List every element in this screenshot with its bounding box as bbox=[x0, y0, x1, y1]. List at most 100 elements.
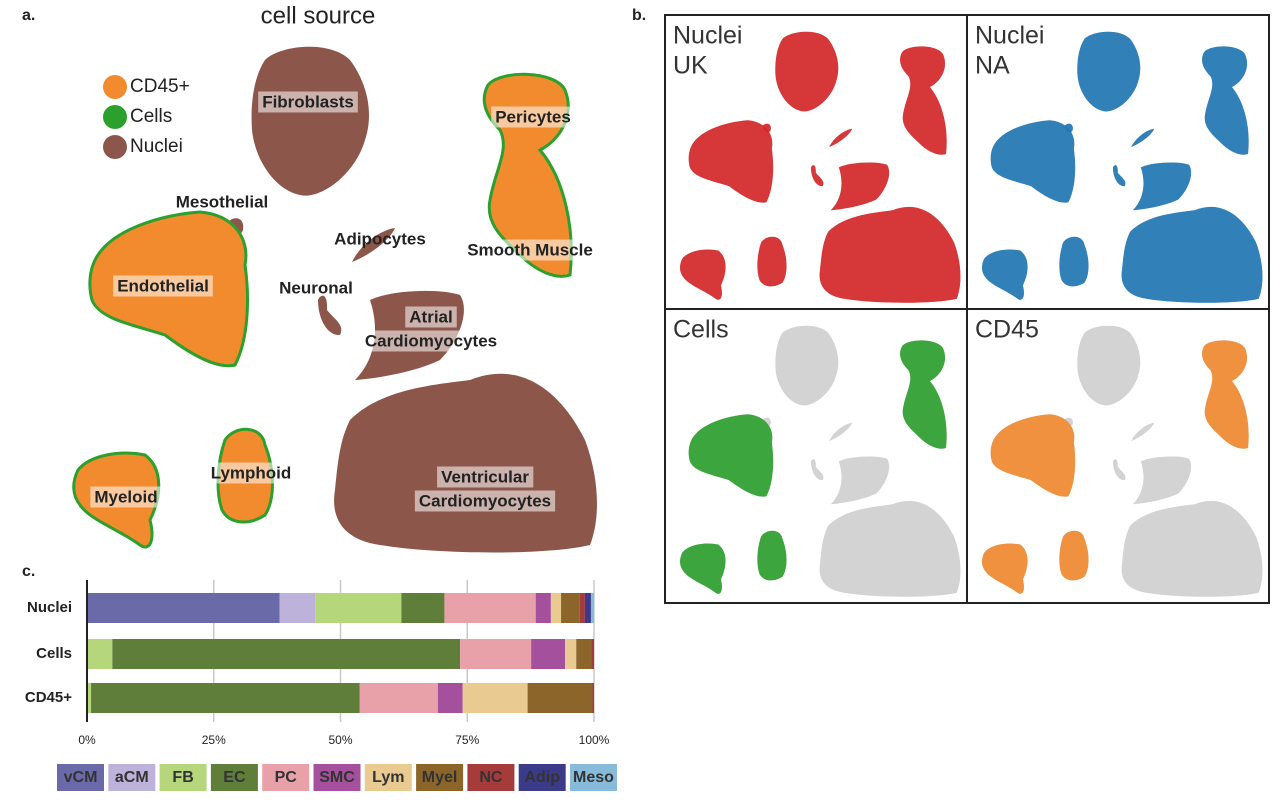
x-tick-label: 0% bbox=[78, 733, 96, 747]
umap-overlay bbox=[680, 32, 960, 303]
bar-segment bbox=[437, 683, 463, 713]
label-box bbox=[463, 239, 597, 261]
bar-segment bbox=[279, 593, 316, 623]
umap-small bbox=[982, 326, 1262, 597]
x-tick-label: 100% bbox=[579, 733, 610, 747]
cluster-label: Fibroblasts bbox=[262, 92, 354, 111]
bar-segment bbox=[460, 639, 532, 669]
legend-swatch bbox=[570, 764, 617, 791]
cluster-label: Lymphoid bbox=[211, 463, 292, 482]
legend-swatch bbox=[416, 764, 464, 791]
quadrant-label: Nuclei bbox=[975, 22, 1044, 50]
legend-swatch bbox=[364, 764, 412, 791]
bar-segment bbox=[591, 639, 594, 669]
bar-segment bbox=[592, 683, 594, 713]
panel-letter: c. bbox=[22, 563, 35, 580]
legend-label: EC bbox=[223, 769, 246, 786]
panel-title: cell source bbox=[261, 2, 376, 29]
cluster-label: Ventricular bbox=[441, 467, 529, 486]
x-tick-label: 25% bbox=[202, 733, 226, 747]
legend-label: aCM bbox=[115, 769, 149, 786]
legend-swatch bbox=[108, 764, 156, 791]
label-box bbox=[437, 466, 534, 488]
cluster-label: Endothelial bbox=[117, 276, 209, 295]
cluster-label: Cardiomyocytes bbox=[365, 331, 497, 350]
label-box bbox=[414, 490, 556, 512]
y-tick-label: Nuclei bbox=[27, 599, 72, 616]
bar-segment bbox=[584, 593, 591, 623]
bar-segment bbox=[535, 593, 551, 623]
bar-segment bbox=[561, 593, 580, 623]
label-box bbox=[405, 306, 457, 328]
bar-segment bbox=[91, 683, 360, 713]
legend-dot bbox=[103, 105, 127, 129]
y-tick-label: CD45+ bbox=[25, 689, 72, 706]
cluster-label: Pericytes bbox=[495, 107, 571, 126]
cluster-label: Cardiomyocytes bbox=[419, 491, 551, 510]
legend-label: Cells bbox=[130, 106, 172, 127]
bar-segment bbox=[462, 683, 528, 713]
legend-label: Nuclei bbox=[130, 136, 183, 157]
panel-letter: b. bbox=[632, 7, 646, 24]
cluster-label: Atrial bbox=[409, 307, 452, 326]
legend-swatch bbox=[210, 764, 258, 791]
bar-segment bbox=[527, 683, 593, 713]
label-box bbox=[90, 486, 162, 508]
legend-label: NC bbox=[479, 769, 503, 786]
bar-segment bbox=[531, 639, 566, 669]
y-tick-label: Cells bbox=[36, 645, 72, 662]
cluster-label: Adipocytes bbox=[334, 229, 426, 248]
legend-label: PC bbox=[275, 769, 298, 786]
bar-segment bbox=[87, 639, 113, 669]
umap-small bbox=[982, 32, 1262, 303]
cluster-label: Mesothelial bbox=[176, 192, 269, 211]
quadrant-label: UK bbox=[673, 52, 708, 80]
bar-segment bbox=[550, 593, 562, 623]
quadrant-label: NA bbox=[975, 52, 1010, 80]
x-tick-label: 75% bbox=[455, 733, 479, 747]
legend-swatch bbox=[57, 764, 104, 791]
legend-label: Meso bbox=[573, 769, 614, 786]
legend-dot bbox=[103, 75, 127, 99]
cluster-label: Myeloid bbox=[94, 487, 157, 506]
label-box bbox=[491, 106, 575, 128]
legend-label: Lym bbox=[372, 769, 404, 786]
legend-swatch bbox=[518, 764, 566, 791]
label-box bbox=[113, 275, 213, 297]
legend-dot bbox=[103, 135, 127, 159]
x-tick-label: 50% bbox=[328, 733, 352, 747]
bar-segment bbox=[401, 593, 445, 623]
bar-segment bbox=[87, 683, 92, 713]
bar-segment bbox=[579, 593, 585, 623]
cluster-label: Smooth Muscle bbox=[467, 240, 593, 259]
panel-letter: a. bbox=[22, 7, 35, 24]
legend-label: FB bbox=[172, 769, 193, 786]
bar-segment bbox=[576, 639, 592, 669]
legend-swatch bbox=[159, 764, 207, 791]
umap-small bbox=[680, 32, 960, 303]
legend-label: Myel bbox=[422, 769, 458, 786]
legend-swatch bbox=[262, 764, 310, 791]
bar-segment bbox=[87, 593, 280, 623]
bar-segment bbox=[112, 639, 461, 669]
legend-label: SMC bbox=[319, 769, 355, 786]
bar-segment bbox=[565, 639, 577, 669]
legend-swatch bbox=[313, 764, 361, 791]
legend-label: vCM bbox=[64, 769, 98, 786]
label-box bbox=[206, 462, 296, 484]
bar-segment bbox=[444, 593, 536, 623]
bar-segment bbox=[590, 593, 594, 623]
umap-small bbox=[680, 326, 960, 597]
label-box bbox=[360, 330, 502, 352]
legend-label: CD45+ bbox=[130, 76, 190, 97]
legend-label: Adip bbox=[524, 769, 560, 786]
umap-overlay bbox=[982, 32, 1262, 303]
quadrant-label: Cells bbox=[673, 316, 729, 344]
label-box bbox=[258, 91, 358, 113]
cluster-label: Neuronal bbox=[279, 278, 353, 297]
legend-swatch bbox=[467, 764, 515, 791]
quadrant-label: Nuclei bbox=[673, 22, 742, 50]
quadrant-label: CD45 bbox=[975, 316, 1039, 344]
bar-segment bbox=[315, 593, 402, 623]
